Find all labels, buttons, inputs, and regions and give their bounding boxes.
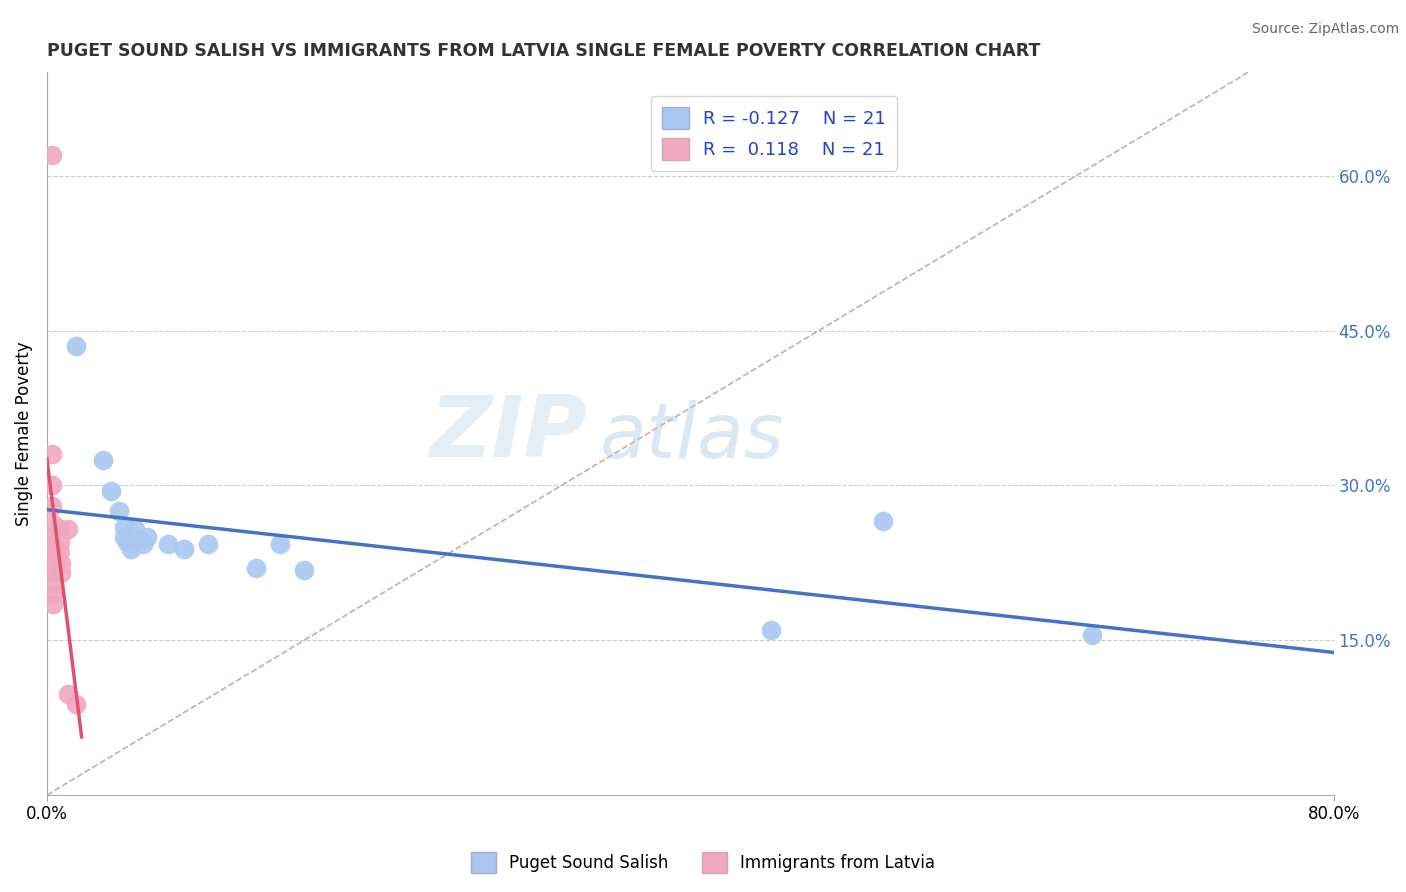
- Legend: R = -0.127    N = 21, R =  0.118    N = 21: R = -0.127 N = 21, R = 0.118 N = 21: [651, 96, 897, 170]
- Point: [292, 563, 315, 577]
- Point: [42, 597, 65, 611]
- Point: [51, 556, 73, 570]
- Point: [132, 537, 155, 551]
- Point: [135, 530, 157, 544]
- Point: [269, 537, 291, 551]
- Point: [91, 452, 114, 467]
- Point: [42, 587, 65, 601]
- Point: [65, 697, 87, 711]
- Point: [197, 537, 219, 551]
- Point: [65, 339, 87, 353]
- Text: ZIP: ZIP: [430, 392, 588, 475]
- Point: [759, 623, 782, 637]
- Point: [56, 687, 79, 701]
- Point: [173, 542, 195, 557]
- Y-axis label: Single Female Poverty: Single Female Poverty: [15, 342, 32, 526]
- Point: [49, 545, 72, 559]
- Point: [41, 447, 63, 461]
- Point: [51, 566, 73, 581]
- Point: [49, 522, 72, 536]
- Text: PUGET SOUND SALISH VS IMMIGRANTS FROM LATVIA SINGLE FEMALE POVERTY CORRELATION C: PUGET SOUND SALISH VS IMMIGRANTS FROM LA…: [46, 42, 1040, 60]
- Point: [42, 537, 65, 551]
- Point: [42, 527, 65, 541]
- Point: [42, 576, 65, 591]
- Point: [112, 530, 135, 544]
- Text: Source: ZipAtlas.com: Source: ZipAtlas.com: [1251, 22, 1399, 37]
- Point: [129, 532, 152, 546]
- Legend: Puget Sound Salish, Immigrants from Latvia: Puget Sound Salish, Immigrants from Latv…: [464, 846, 942, 880]
- Point: [49, 535, 72, 549]
- Point: [41, 499, 63, 513]
- Point: [156, 537, 179, 551]
- Point: [120, 542, 142, 557]
- Point: [42, 516, 65, 531]
- Point: [872, 515, 894, 529]
- Point: [42, 545, 65, 559]
- Point: [108, 504, 131, 518]
- Point: [41, 478, 63, 492]
- Point: [1081, 628, 1104, 642]
- Point: [42, 556, 65, 570]
- Point: [117, 535, 139, 549]
- Point: [124, 522, 146, 536]
- Point: [245, 561, 267, 575]
- Point: [56, 522, 79, 536]
- Point: [100, 483, 122, 498]
- Point: [112, 519, 135, 533]
- Text: atlas: atlas: [600, 401, 785, 475]
- Point: [41, 148, 63, 162]
- Point: [42, 566, 65, 581]
